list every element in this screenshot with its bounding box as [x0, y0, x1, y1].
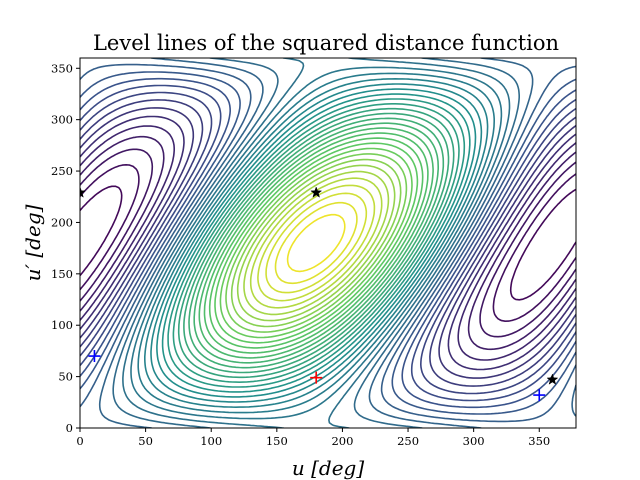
y-tick-label: 0 — [66, 421, 73, 435]
x-tick-label: 100 — [200, 434, 222, 448]
x-tick-label: 300 — [463, 434, 485, 448]
contour-level — [214, 142, 419, 344]
contour-level — [274, 201, 358, 285]
contour-level — [257, 184, 376, 302]
contour-level — [265, 192, 368, 294]
plus-marker — [88, 350, 101, 363]
contour-level — [236, 164, 396, 322]
contour-level — [98, 58, 576, 428]
y-tick-label: 300 — [51, 113, 73, 127]
contour-level — [156, 88, 477, 398]
contour-level — [112, 58, 520, 428]
contour-level — [80, 99, 576, 387]
y-axis-label: u′ [deg] — [21, 204, 45, 281]
y-tick-label: 350 — [51, 61, 73, 75]
contour-level — [137, 72, 495, 414]
chart-title: Level lines of the squared distance func… — [93, 31, 559, 55]
contour-lines — [80, 58, 576, 428]
contour-level — [167, 98, 466, 388]
star-marker — [546, 373, 559, 385]
x-axis-label: u [deg] — [292, 456, 364, 480]
y-tick-label: 250 — [51, 164, 73, 178]
contour-level — [230, 158, 402, 328]
plus-marker — [533, 389, 546, 402]
contour-level — [243, 170, 390, 316]
contour-level — [203, 132, 429, 354]
contour-level — [193, 122, 439, 364]
contour-level — [183, 112, 450, 374]
y-tick-label: 50 — [58, 370, 73, 384]
y-axis: 0 50 100 150 200 250 300 350 — [51, 61, 80, 435]
contour-level — [208, 137, 424, 349]
marker-layer — [80, 186, 559, 402]
plot-frame — [79, 57, 577, 429]
contour-level — [249, 177, 383, 309]
x-tick-label: 200 — [331, 434, 353, 448]
y-tick-label: 100 — [51, 318, 73, 332]
contour-level — [150, 83, 483, 403]
contour-level — [177, 107, 455, 379]
contour-level — [80, 135, 576, 351]
x-tick-label: 0 — [76, 434, 83, 448]
contour-level — [80, 148, 576, 338]
y-tick-label: 150 — [51, 267, 73, 281]
contour-level — [144, 78, 489, 408]
contour-level — [80, 63, 576, 423]
contour-level — [188, 117, 445, 369]
contour-level — [80, 91, 576, 395]
contour-level — [80, 107, 576, 379]
x-tick-label: 250 — [397, 434, 419, 448]
star-marker — [80, 186, 87, 198]
contour-level — [80, 125, 576, 361]
contour-level — [80, 71, 576, 415]
x-axis: 0 50 100 150 200 250 300 350 — [76, 428, 550, 448]
x-tick-label: 150 — [266, 434, 288, 448]
contour-level — [80, 84, 576, 402]
contour-level — [225, 153, 408, 333]
contour-level — [130, 66, 503, 420]
contour-level — [161, 93, 471, 393]
contour-level — [122, 58, 511, 428]
contour-level — [219, 147, 413, 339]
contour-level — [198, 127, 434, 359]
contour-level — [80, 185, 576, 301]
star-marker — [310, 186, 323, 198]
y-tick-label: 200 — [51, 215, 73, 229]
contour-level — [286, 213, 346, 273]
contour-level — [172, 103, 460, 383]
x-tick-label: 350 — [528, 434, 550, 448]
x-tick-label: 50 — [138, 434, 153, 448]
plus-marker — [310, 371, 323, 384]
